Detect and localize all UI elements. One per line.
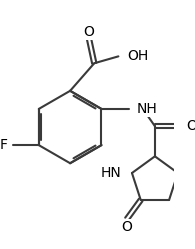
Text: O: O	[121, 220, 132, 234]
Text: F: F	[0, 138, 8, 152]
Text: OH: OH	[127, 49, 148, 63]
Text: O: O	[84, 25, 95, 39]
Text: NH: NH	[137, 102, 158, 116]
Text: HN: HN	[101, 166, 122, 180]
Text: O: O	[186, 119, 195, 133]
